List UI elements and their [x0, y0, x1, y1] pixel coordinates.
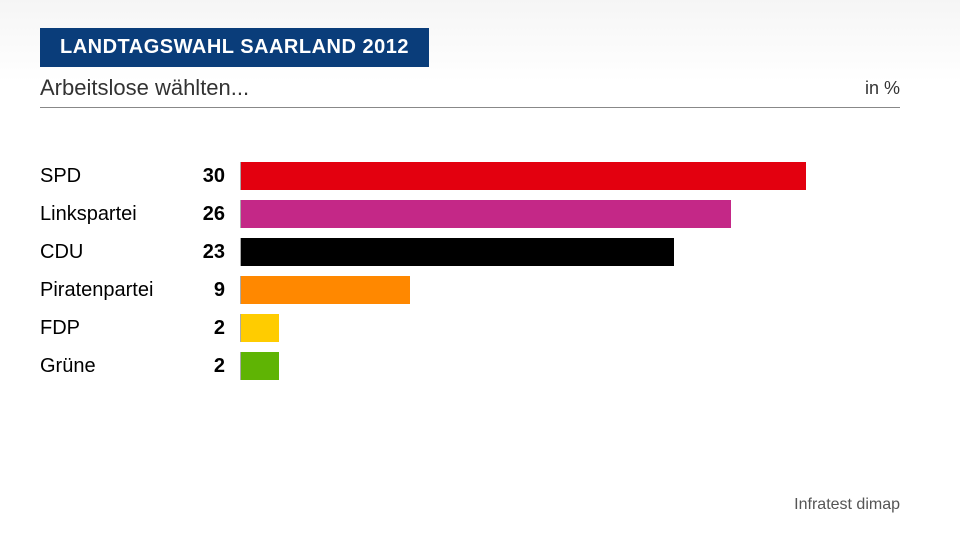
chart-row: Piratenpartei9 [40, 272, 900, 308]
bar-track [240, 314, 900, 342]
chart-area: SPD30Linkspartei26CDU23Piratenpartei9FDP… [40, 158, 900, 384]
party-label: Linkspartei [40, 203, 190, 226]
party-value: 23 [190, 241, 240, 264]
bar [241, 238, 674, 266]
bar-track [240, 200, 900, 228]
party-label: CDU [40, 241, 190, 264]
bar-track [240, 238, 900, 266]
party-value: 2 [190, 317, 240, 340]
party-value: 9 [190, 279, 240, 302]
party-label: Piratenpartei [40, 279, 190, 302]
chart-row: CDU23 [40, 234, 900, 270]
chart-title: LANDTAGSWAHL SAARLAND 2012 [60, 36, 409, 58]
unit-label: in % [865, 78, 900, 99]
bar [241, 314, 279, 342]
bar [241, 162, 806, 190]
bar-track [240, 162, 900, 190]
party-value: 26 [190, 203, 240, 226]
chart-subtitle: Arbeitslose wählten... [40, 75, 249, 101]
chart-row: SPD30 [40, 158, 900, 194]
party-label: Grüne [40, 355, 190, 378]
bar-track [240, 352, 900, 380]
subtitle-row: Arbeitslose wählten... in % [40, 75, 900, 108]
party-value: 30 [190, 165, 240, 188]
title-bar: LANDTAGSWAHL SAARLAND 2012 [40, 28, 429, 67]
bar [241, 352, 279, 380]
party-label: SPD [40, 165, 190, 188]
chart-row: Linkspartei26 [40, 196, 900, 232]
party-value: 2 [190, 355, 240, 378]
chart-row: Grüne2 [40, 348, 900, 384]
bar [241, 200, 731, 228]
bar [241, 276, 410, 304]
chart-container: LANDTAGSWAHL SAARLAND 2012 Arbeitslose w… [0, 0, 960, 544]
chart-row: FDP2 [40, 310, 900, 346]
party-label: FDP [40, 317, 190, 340]
bar-track [240, 276, 900, 304]
source-label: Infratest dimap [794, 496, 900, 514]
